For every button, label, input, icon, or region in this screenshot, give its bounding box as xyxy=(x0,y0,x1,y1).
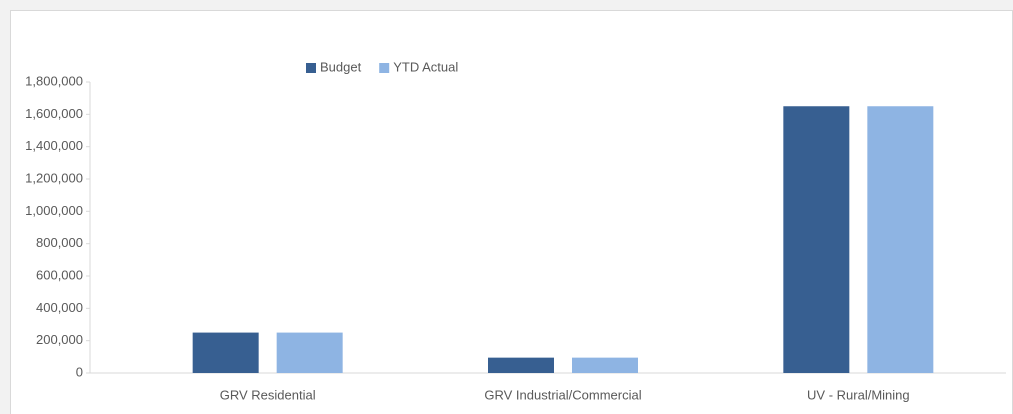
y-tick-label: 1,400,000 xyxy=(25,138,83,153)
x-tick-label: UV - Rural/Mining xyxy=(807,387,910,402)
y-tick-label: 1,600,000 xyxy=(25,106,83,121)
y-tick-label: 800,000 xyxy=(36,235,83,250)
legend-label: Budget xyxy=(320,59,362,74)
y-tick-label: 600,000 xyxy=(36,267,83,282)
legend-label: YTD Actual xyxy=(393,59,458,74)
x-tick-label: GRV Industrial/Commercial xyxy=(484,387,641,402)
legend-swatch xyxy=(306,63,316,73)
y-tick-label: 200,000 xyxy=(36,332,83,347)
y-tick-label: 1,000,000 xyxy=(25,203,83,218)
bar xyxy=(783,106,850,373)
bar xyxy=(488,357,554,373)
y-tick-label: 1,200,000 xyxy=(25,170,83,185)
legend-swatch xyxy=(379,63,390,73)
x-tick-label: GRV Residential xyxy=(220,387,316,402)
bar xyxy=(572,357,638,373)
bar xyxy=(192,332,259,373)
y-tick-label: 1,800,000 xyxy=(25,73,83,88)
bar xyxy=(867,106,934,373)
y-tick-label: 0 xyxy=(76,364,83,379)
y-tick-label: 400,000 xyxy=(36,300,83,315)
bar xyxy=(276,332,343,373)
chart-area xyxy=(10,10,1013,414)
